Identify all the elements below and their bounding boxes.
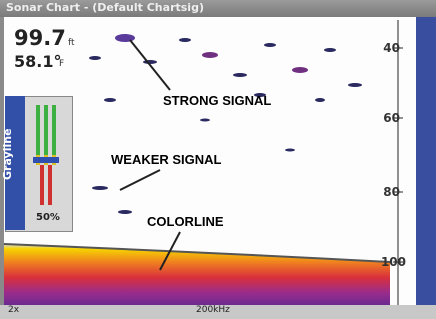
depth-label: 100 (381, 255, 406, 269)
gain-value: 50% (36, 212, 60, 223)
zoom-level: 2x (8, 305, 19, 315)
depth-label: 60 (383, 111, 400, 125)
temperature-unit: F (59, 59, 64, 69)
temperature-readout: 58.1° (14, 52, 61, 71)
depth-label: 40 (383, 41, 400, 55)
side-bar (416, 17, 436, 307)
depth-label: 80 (383, 185, 400, 199)
annotation: WEAKER SIGNAL (111, 152, 222, 167)
frequency: 200kHz (196, 305, 230, 315)
depth-unit: ft (68, 38, 75, 48)
window-title: Sonar Chart - (Default Chartsig) (6, 1, 204, 14)
gain-levels (33, 105, 59, 205)
annotation: STRONG SIGNAL (163, 93, 271, 108)
depth-readout: 99.7 (14, 26, 66, 50)
gain-mode: Grayline (1, 128, 14, 180)
annotation: COLORLINE (147, 214, 224, 229)
sonar-screen: Sonar Chart - (Default Chartsig) 99.7 ft… (0, 0, 436, 319)
